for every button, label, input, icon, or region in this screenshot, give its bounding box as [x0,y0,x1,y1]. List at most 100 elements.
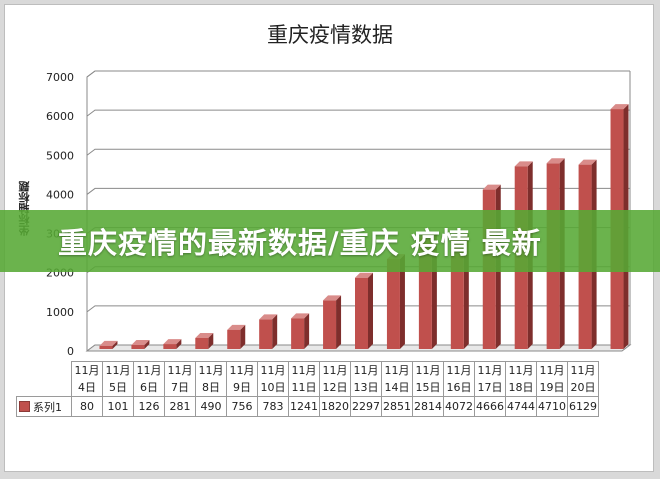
category-label: 13日 [353,381,379,394]
value-cell: 756 [226,396,258,417]
category-cell: 11月 4日 [71,361,103,397]
bar-top [259,314,278,320]
bar-top [227,324,246,330]
gridline [86,148,630,156]
value-cell: 1820 [319,396,351,417]
category-label: 11月 [477,364,503,377]
category-label: 11月 [105,364,131,377]
y-tick-label: 4000 [46,188,74,201]
category-label: 11日 [291,381,317,394]
category-label: 11月 [291,364,317,377]
category-cell: 11月 17日 [474,361,506,397]
category-label: 9日 [233,381,251,394]
category-label: 19日 [539,381,565,394]
category-label: 16日 [446,381,472,394]
category-cell: 11月 8日 [195,361,227,397]
category-cell: 11月 18日 [505,361,537,397]
category-label: 10日 [260,381,286,394]
value-cell: 2851 [381,396,413,417]
category-label: 11月 [415,364,441,377]
bar [291,318,305,349]
bar [259,319,273,349]
category-label: 11月 [167,364,193,377]
value-cell: 783 [257,396,289,417]
category-cell: 11月 19日 [536,361,568,397]
category-label: 11月 [322,364,348,377]
bar-side [336,295,342,349]
series-row: 系列1 80 101 126 281 490 756 783 1241 1820 2297 2851… [16,396,599,417]
category-label: 11月 [353,364,379,377]
category-label: 20日 [570,381,596,394]
series-name: 系列1 [33,400,62,414]
category-label: 11月 [260,364,286,377]
category-label: 8日 [202,381,220,394]
value-cell: 6129 [567,396,599,417]
bar-top [163,339,182,345]
bar-side [240,324,246,349]
bar-top [131,340,150,346]
category-label: 11月 [229,364,255,377]
bar-side [368,272,373,349]
series-name-cell: 系列1 [16,396,72,417]
category-label: 14日 [384,381,410,394]
bar-top [482,184,501,190]
table-corner [16,361,72,397]
category-label: 11月 [539,364,565,377]
category-cell: 11月 14日 [381,361,413,397]
category-label: 12日 [322,381,348,394]
category-cell: 11月 11日 [288,361,320,397]
legend-key-icon [19,400,30,412]
category-label: 11月 [198,364,224,377]
category-label: 11月 [136,364,162,377]
category-label: 11月 [74,364,100,377]
category-label: 17日 [477,381,503,394]
value-cell: 2814 [412,396,444,417]
category-label: 15日 [415,381,441,394]
bar [163,344,177,349]
title-banner: 重庆疫情的最新数据/重庆 疫情 最新 [0,210,660,272]
value-cell: 4744 [505,396,537,417]
category-label: 6日 [140,381,158,394]
category-cell: 11月 6日 [133,361,165,397]
y-tick-label: 6000 [46,110,74,123]
value-cell: 490 [195,396,227,417]
y-tick-label: 0 [67,345,74,358]
category-cell: 11月 16日 [443,361,475,397]
category-label: 7日 [171,381,189,394]
category-cell: 11月 20日 [567,361,599,397]
bar-top [291,313,310,319]
bar-side [399,254,405,349]
category-label: 11月 [446,364,472,377]
value-cell: 101 [102,396,134,417]
category-row: 11月 4日 11月 5日 11月 6日 11月 7日 11月 8日 11月 9日 11月 10日 11月 1… [16,361,599,397]
y-tick-label: 5000 [46,149,74,162]
bar-top [578,159,597,165]
gridline [86,109,630,117]
category-cell: 11月 9日 [226,361,258,397]
value-cell: 281 [164,396,196,417]
bar-side [208,333,214,349]
category-cell: 11月 13日 [350,361,382,397]
value-cell: 2297 [350,396,382,417]
category-label: 5日 [109,381,127,394]
bar [131,345,145,349]
bar [99,345,113,349]
gridline [86,187,630,195]
category-cell: 11月 7日 [164,361,196,397]
bar-top [514,161,533,167]
bar-side [144,340,150,349]
chart-title: 重庆疫情数据 [267,23,393,47]
category-cell: 11月 12日 [319,361,351,397]
bar [195,338,209,349]
bar-side [272,314,278,349]
category-cell: 11月 10日 [257,361,289,397]
value-cell: 80 [71,396,103,417]
bar [227,329,241,349]
bar-top [99,340,118,346]
bar-top [355,272,373,278]
bar [386,259,400,349]
bar-side [112,340,118,349]
value-cell: 4072 [443,396,475,417]
bar-side [176,339,182,349]
